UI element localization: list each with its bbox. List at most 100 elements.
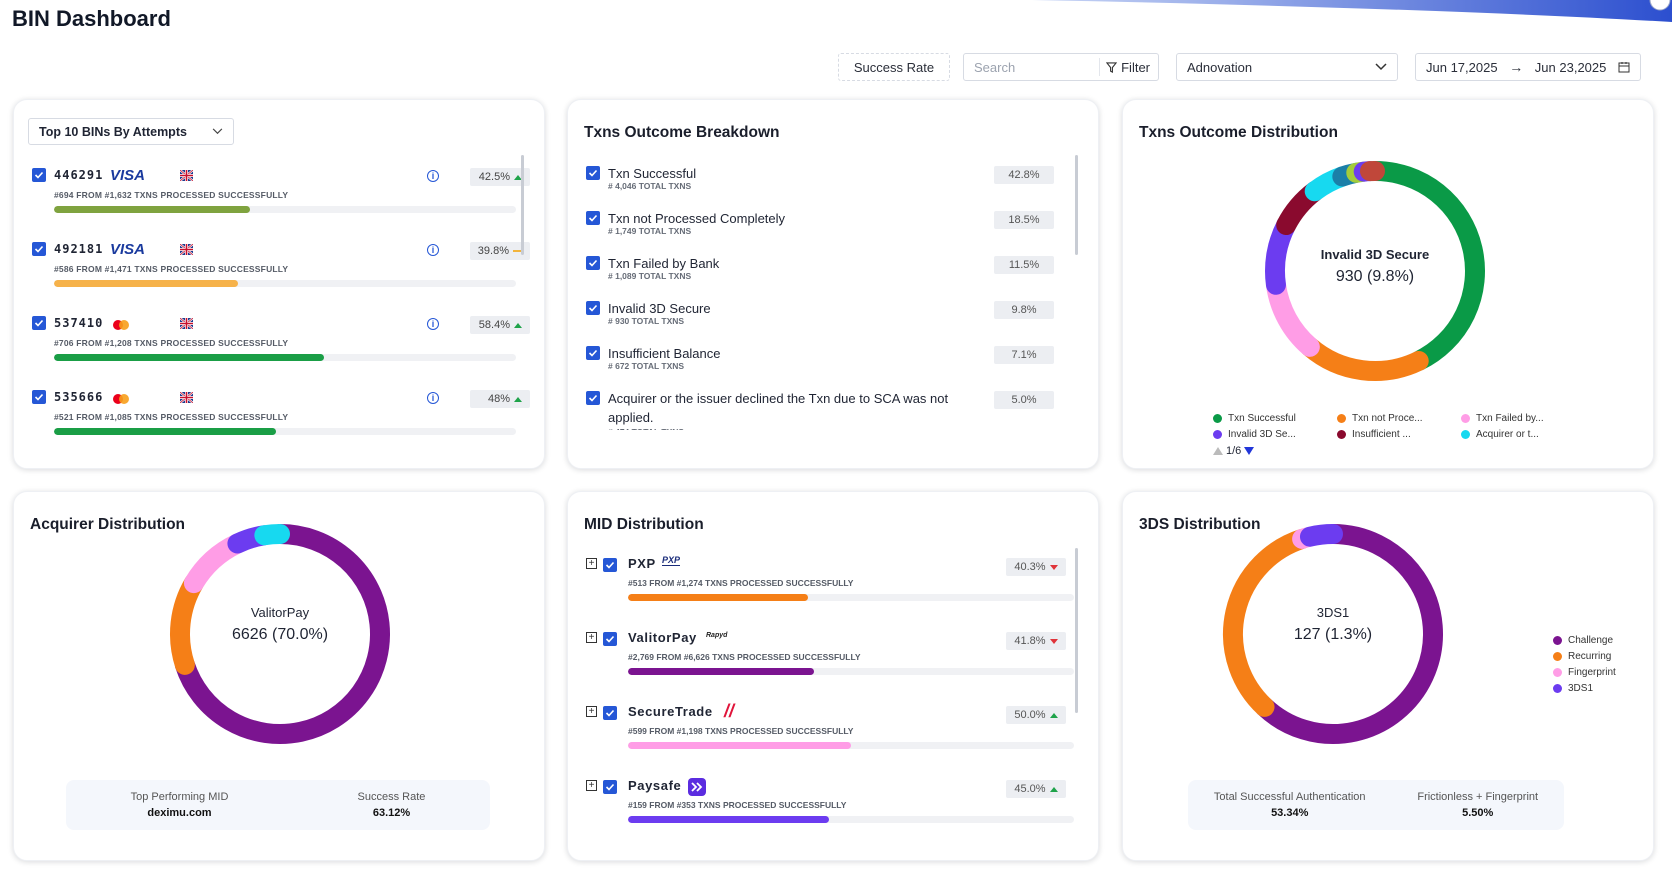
mid-row[interactable]: + PXP PXP 40.3% #513 FROM #1,274 TXNS PR… <box>586 555 1074 632</box>
rapyd-logo: Rapyd <box>706 632 728 639</box>
donut-segment[interactable] <box>174 524 390 744</box>
bin-subtext: #706 FROM #1,208 TXNS PROCESSED SUCCESSF… <box>54 338 289 348</box>
donut-segment[interactable] <box>1299 336 1429 381</box>
donut-segment[interactable] <box>1365 161 1485 371</box>
outcome-subtext: # 1,089 TOTAL TXNS <box>608 271 692 281</box>
top-mid-value: deximu.com <box>147 807 212 819</box>
bin-checkbox[interactable] <box>32 242 46 256</box>
legend-item[interactable]: Insufficient ... <box>1337 429 1411 440</box>
legend-item[interactable]: Txn Successful <box>1213 413 1296 424</box>
bin-checkbox[interactable] <box>32 390 46 404</box>
outcome-checkbox[interactable] <box>586 166 600 180</box>
outcome-pct-badge: 18.5% <box>994 211 1054 229</box>
mid-row[interactable]: + Paysafe 45.0% #159 FROM #353 TXNS PROC… <box>586 778 1074 832</box>
pxp-logo: PXP <box>662 555 681 566</box>
bin-number: 535666 <box>54 390 104 404</box>
outcome-checkbox[interactable] <box>586 301 600 315</box>
date-to: Jun 23,2025 <box>1534 59 1607 75</box>
acquirer-stats: Top Performing MID deximu.com Success Rat… <box>66 780 490 830</box>
acquirer-distribution-title: Acquirer Distribution <box>30 516 186 533</box>
mid-checkbox[interactable] <box>603 632 617 646</box>
mid-checkbox[interactable] <box>603 706 617 720</box>
donut-segment[interactable] <box>1254 524 1443 744</box>
bin-number: 537410 <box>54 316 104 330</box>
bin-subtext: #694 FROM #1,632 TXNS PROCESSED SUCCESSF… <box>54 190 289 200</box>
trend-up-icon <box>514 322 522 328</box>
info-icon[interactable]: i <box>427 170 439 182</box>
bin-checkbox[interactable] <box>32 316 46 330</box>
chevron-down-icon <box>1375 63 1387 71</box>
outcome-label: Txn Successful <box>608 166 697 181</box>
bins-scrollbar[interactable] <box>521 155 524 255</box>
donut-segment[interactable] <box>1223 528 1313 717</box>
tds-stats: Total Successful Authentication 53.34% Fr… <box>1188 780 1564 830</box>
date-range-picker[interactable]: Jun 17,2025 → Jun 23,2025 <box>1415 53 1641 81</box>
bin-row[interactable]: 537410 i 58.4% #706 FROM #1,208 TXNS PRO… <box>32 316 530 386</box>
mid-subtext: #513 FROM #1,274 TXNS PROCESSED SUCCESSF… <box>628 578 854 588</box>
mid-row[interactable]: + SecureTrade // 50.0% #599 FROM #1,198 … <box>586 701 1074 780</box>
progress-fill <box>54 280 238 287</box>
search-input[interactable]: Search Filter <box>963 53 1159 81</box>
bin-row[interactable]: 446291 VISA i 42.5% #694 FROM #1,632 TXN… <box>32 167 530 238</box>
donut-segment[interactable] <box>254 524 290 546</box>
tds-donut-chart <box>1223 524 1443 744</box>
outcome-scrollbar[interactable] <box>1075 155 1078 255</box>
expand-icon[interactable]: + <box>586 780 597 791</box>
legend-item[interactable]: Recurring <box>1553 651 1611 662</box>
stat1-value: 53.34% <box>1271 807 1309 819</box>
bins-dropdown[interactable]: Top 10 BINs By Attempts <box>28 118 234 145</box>
outcome-checkbox[interactable] <box>586 346 600 360</box>
legend-item[interactable]: 3DS1 <box>1553 683 1593 694</box>
merchant-select[interactable]: Adnovation <box>1176 53 1398 81</box>
expand-icon[interactable]: + <box>586 706 597 717</box>
mid-name: PXP <box>628 556 656 571</box>
legend-item[interactable]: Acquirer or t... <box>1461 429 1539 440</box>
legend-swatch <box>1553 668 1562 677</box>
outcome-checkbox[interactable] <box>586 256 600 270</box>
progress-fill <box>54 206 251 213</box>
tds-distribution-card: 3DS Distribution 3DS1 127 (1.3%) Challen… <box>1122 491 1654 861</box>
legend-swatch <box>1461 414 1470 423</box>
legend-item[interactable]: Txn Failed by... <box>1461 413 1544 424</box>
info-icon[interactable]: i <box>427 392 439 404</box>
legend-item[interactable]: Fingerprint <box>1553 667 1616 678</box>
info-icon[interactable]: i <box>427 244 439 256</box>
legend-swatch <box>1337 430 1346 439</box>
mid-checkbox[interactable] <box>603 780 617 794</box>
tds-legend: Challenge Recurring Fingerprint 3DS1 <box>1553 635 1643 705</box>
success-rate-button[interactable]: Success Rate <box>838 53 950 81</box>
donut-segment[interactable] <box>1299 524 1343 547</box>
filter-button[interactable]: Filter <box>1099 58 1150 76</box>
mid-pct-badge: 40.3% <box>1006 558 1066 576</box>
stat2-label: Frictionless + Fingerprint <box>1417 791 1539 803</box>
donut-segment[interactable] <box>1265 274 1320 357</box>
mid-scrollbar[interactable] <box>1075 548 1078 713</box>
pct-value: 40.3% <box>1014 561 1046 573</box>
progress-track <box>628 742 1074 749</box>
outcome-pct-badge: 9.8% <box>994 301 1054 319</box>
mid-row[interactable]: + ValitorPay Rapyd 41.8% #2,769 FROM #6,… <box>586 630 1074 706</box>
legend-swatch <box>1553 636 1562 645</box>
legend-item[interactable]: Challenge <box>1553 635 1613 646</box>
bin-row[interactable]: 492181 VISA i 39.8% #586 FROM #1,471 TXN… <box>32 241 530 312</box>
info-icon[interactable]: i <box>427 318 439 330</box>
outcome-checkbox[interactable] <box>586 211 600 225</box>
bin-subtext: #586 FROM #1,471 TXNS PROCESSED SUCCESSF… <box>54 264 289 274</box>
legend-item[interactable]: Invalid 3D Se... <box>1213 429 1296 440</box>
bin-subtext: #521 FROM #1,085 TXNS PROCESSED SUCCESSF… <box>54 412 289 422</box>
bin-checkbox[interactable] <box>32 168 46 182</box>
success-rate-label: Success Rate <box>357 791 426 803</box>
expand-icon[interactable]: + <box>586 558 597 569</box>
legend-item[interactable]: Txn not Proce... <box>1337 413 1423 424</box>
progress-track <box>628 594 1074 601</box>
outcome-checkbox[interactable] <box>586 391 600 405</box>
outcome-donut-center: Invalid 3D Secure 930 (9.8%) <box>1275 247 1475 286</box>
legend-next-icon[interactable] <box>1244 447 1255 455</box>
legend-label: 3DS1 <box>1568 683 1594 694</box>
mid-checkbox[interactable] <box>603 558 617 572</box>
legend-prev-icon[interactable] <box>1213 447 1223 455</box>
expand-icon[interactable]: + <box>586 632 597 643</box>
bin-row[interactable]: 535666 i 48% #521 FROM #1,085 TXNS PROCE… <box>32 390 530 460</box>
progress-fill <box>628 668 815 675</box>
outcome-breakdown-title: Txns Outcome Breakdown <box>584 124 780 141</box>
